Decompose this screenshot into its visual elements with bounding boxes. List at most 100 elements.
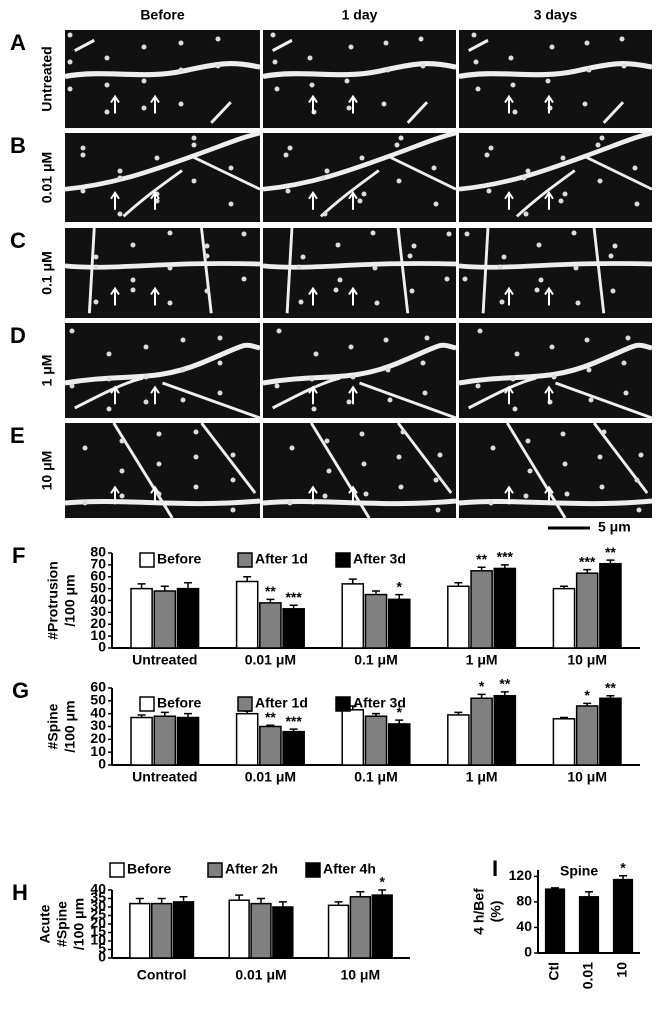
micrograph [459, 30, 652, 128]
spine [584, 40, 590, 46]
bar [282, 730, 305, 766]
spine [634, 201, 640, 207]
bar [552, 587, 576, 649]
spine [191, 135, 197, 141]
error-bar [395, 719, 404, 724]
spine [228, 165, 234, 171]
row-label: 0.01 μM [39, 152, 55, 203]
legend-label: After 1d [255, 695, 308, 711]
spine [217, 390, 223, 396]
spine [508, 55, 514, 61]
dendrite [458, 130, 653, 192]
spine [348, 44, 354, 50]
panel-letter: B [10, 133, 26, 158]
significance-mark: *** [285, 713, 302, 729]
legend-swatch [335, 552, 351, 568]
y-axis-label: (%) [488, 901, 504, 923]
error-bar [289, 604, 298, 609]
arrow [308, 94, 318, 114]
dendrite [515, 169, 576, 218]
error-bar [454, 581, 463, 587]
spine [383, 40, 389, 46]
bar [235, 712, 259, 766]
spine [230, 477, 236, 483]
spine [385, 67, 391, 73]
spine [117, 168, 123, 174]
panel-letter: E [10, 423, 25, 448]
spine [437, 452, 443, 458]
spine [320, 175, 326, 181]
legend-label: Before [157, 551, 202, 567]
significance-mark: ** [265, 709, 276, 725]
spine [204, 243, 210, 249]
y-tick-label: 20 [90, 730, 106, 746]
spine [435, 507, 441, 513]
bar [612, 878, 634, 954]
column-header: 3 days [534, 7, 578, 23]
spine [313, 351, 319, 357]
bar [575, 572, 599, 649]
spine [381, 101, 387, 107]
error-bar [378, 889, 387, 896]
arrow [110, 190, 120, 210]
spine [372, 265, 378, 271]
dendrite [272, 38, 293, 53]
dendrite [602, 101, 625, 124]
spine [558, 198, 564, 204]
dendrite [481, 227, 490, 314]
dendrite-group [262, 130, 457, 218]
spine [597, 178, 603, 184]
arrow [504, 94, 514, 114]
spine [549, 44, 555, 50]
spine [621, 360, 627, 366]
error-bar [477, 566, 486, 571]
error-bar [243, 576, 252, 582]
arrow [348, 190, 358, 210]
spine [270, 32, 276, 38]
spine [93, 299, 99, 305]
bar [327, 904, 350, 959]
row-label: 1 μM [39, 355, 55, 387]
dendrite [200, 227, 213, 314]
y-axis-label: Acute [37, 904, 53, 943]
spine [230, 507, 236, 513]
spine [398, 484, 404, 490]
legend-swatch [139, 552, 155, 568]
spine [475, 86, 481, 92]
error-bar [395, 593, 404, 600]
legend-swatch [237, 552, 253, 568]
spine [595, 142, 601, 148]
spine [287, 500, 293, 506]
arrow [544, 385, 554, 405]
spine [67, 59, 73, 65]
panel-letter: G [12, 678, 29, 703]
significance-mark: ** [265, 583, 276, 599]
arrow [504, 385, 514, 405]
micrograph [263, 323, 456, 418]
arrow [504, 190, 514, 210]
spine [106, 351, 112, 357]
legend-label: After 1d [255, 551, 308, 567]
y-tick-label: 25 [90, 906, 106, 922]
dendrite-group [458, 130, 653, 218]
spine [610, 288, 616, 294]
dendrite-group [262, 227, 457, 314]
significance-mark: ** [605, 544, 616, 560]
error-bar [137, 714, 146, 718]
micrograph [459, 323, 652, 418]
spine [80, 188, 86, 194]
spine [324, 438, 330, 444]
panel-letter: C [10, 228, 26, 253]
spine [582, 101, 588, 107]
dendrite [64, 261, 261, 270]
dendrite [112, 422, 174, 519]
spine [191, 178, 197, 184]
bar [349, 896, 372, 959]
spine [154, 155, 160, 161]
arrow [150, 190, 160, 210]
dendrite [555, 381, 653, 420]
spine [420, 360, 426, 366]
dendrite [262, 261, 457, 270]
spine [418, 36, 424, 42]
x-tick-label: 10 μM [567, 652, 607, 668]
